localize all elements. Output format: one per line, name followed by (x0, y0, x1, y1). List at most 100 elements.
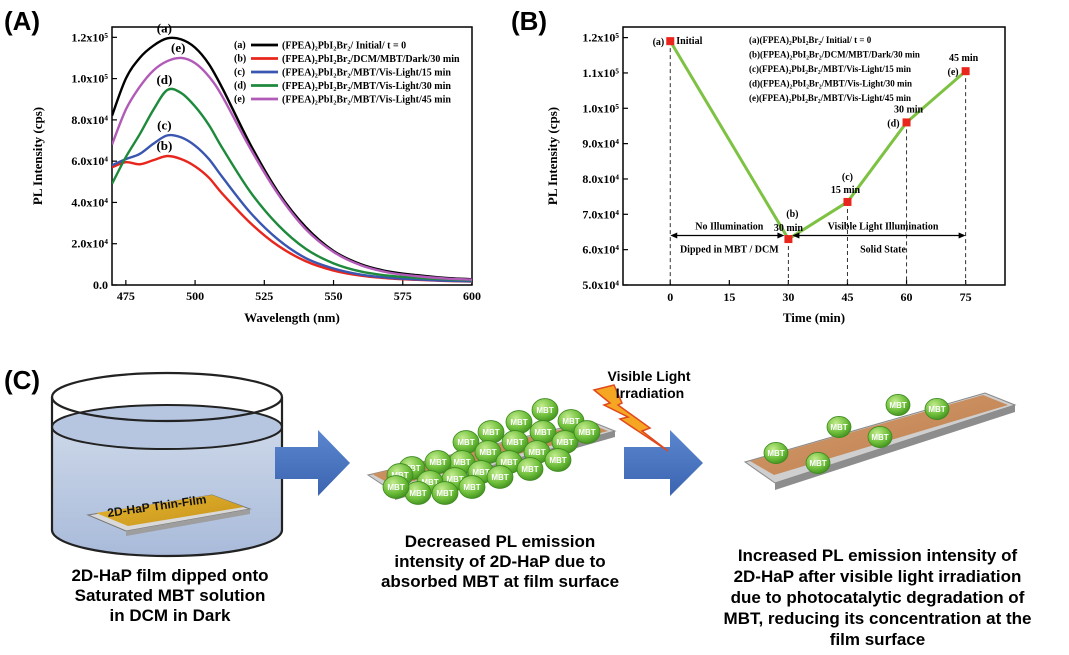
y-tick-label: 4.0x10⁴ (71, 195, 108, 209)
mbt-label: MBT (830, 423, 847, 432)
legend-tag: (d) (234, 81, 246, 92)
x-tick-label: 60 (901, 290, 913, 304)
legend-tag: (b) (234, 54, 246, 65)
curve-tag: (c) (157, 117, 171, 132)
mbt-molecule (763, 442, 789, 464)
mbt-label: MBT (491, 473, 508, 482)
legend-tag: (c) (234, 67, 245, 78)
data-point-marker (961, 67, 970, 76)
film-with-dense-mbt: MBTMBTMBTMBTMBTMBTMBTMBTMBTMBTMBTMBTMBTM… (366, 398, 617, 505)
legend-tag: (a) (234, 40, 246, 51)
arrow-head (777, 232, 785, 239)
point-label: 30 min (774, 223, 804, 234)
y-axis-title: PL Intensity (cps) (30, 107, 45, 205)
mbt-molecule (924, 398, 950, 420)
caption-step2-line1: Decreased PL emission (404, 532, 596, 551)
mbt-label: MBT (536, 406, 553, 415)
mbt-label: MBT (549, 456, 566, 465)
x-tick-label: 500 (186, 289, 204, 303)
x-tick-label: 600 (463, 289, 481, 303)
mbt-label: MBT (889, 401, 906, 410)
arrow-head (670, 232, 678, 239)
mbt-label: MBT (506, 438, 523, 447)
mbt-molecule (805, 452, 831, 474)
x-tick-label: 30 (782, 290, 794, 304)
x-tick-label: 45 (841, 290, 853, 304)
legend-entry: (c)(FPEA)₂PbI₂Br₂/MBT/Vis-Light/15 min (749, 64, 911, 74)
mbt-label: MBT (463, 483, 480, 492)
solid-state-label: Solid State (860, 245, 906, 256)
lightning-icon (592, 384, 669, 452)
caption-step3: Increased PL emission intensity of 2D-Ha… (690, 545, 1065, 650)
legend-entry: (FPEA)₂PbI₂Br₂/MBT/Vis-Light/30 min (282, 81, 451, 92)
mbt-label: MBT (457, 438, 474, 447)
mbt-molecule (486, 465, 514, 489)
x-axis-title: Wavelength (nm) (244, 310, 340, 325)
y-tick-label: 1.0x10⁵ (71, 72, 108, 86)
mbt-label: MBT (429, 458, 446, 467)
x-tick-label: 475 (117, 289, 135, 303)
caption-step3-line1: Increased PL emission intensity of (737, 546, 1018, 565)
mbt-molecule (516, 457, 544, 481)
arrow-head (792, 232, 800, 239)
mbt-molecule (544, 448, 572, 472)
y-tick-label: 8.0x10⁴ (71, 113, 108, 127)
curve-tag: (e) (171, 40, 185, 55)
legend-entry: (FPEA)₂PbI₂Br₂/MBT/Vis-Light/15 min (282, 68, 451, 79)
x-tick-label: 550 (325, 289, 343, 303)
caption-step2-line2: intensity of 2D-HaP due to (394, 552, 606, 571)
caption-step2: Decreased PL emission intensity of 2D-Ha… (355, 532, 645, 592)
arrow-head (958, 232, 966, 239)
x-tick-label: 525 (255, 289, 273, 303)
mbt-label: MBT (556, 438, 573, 447)
no-illumination-label: No Illumination (695, 222, 764, 233)
mbt-label: MBT (521, 465, 538, 474)
mbt-label: MBT (528, 448, 545, 457)
mbt-label: MBT (534, 428, 551, 437)
y-tick-label: 1.2x10⁵ (582, 31, 619, 45)
mbt-label: MBT (421, 478, 438, 487)
mbt-label: MBT (453, 458, 470, 467)
legend-entry: (a)(FPEA)₂PbI₂Br₂/ Initial/ t = 0 (749, 35, 872, 45)
y-tick-label: 6.0x10⁴ (582, 243, 619, 257)
panel-label-a: (A) (4, 6, 41, 36)
y-tick-label: 1.2x10⁵ (71, 30, 108, 44)
caption-step3-line4: MBT, reducing its concentration at the (723, 609, 1032, 628)
irradiation-label-line1: Visible Light (608, 368, 691, 384)
y-axis-title: PL Intensity (cps) (545, 107, 560, 205)
process-arrow-2 (624, 430, 703, 496)
point-label: 45 min (949, 53, 979, 64)
x-tick-label: 575 (394, 289, 412, 303)
curve-tag: (b) (156, 138, 172, 153)
mbt-label: MBT (403, 464, 420, 473)
beaker: 2D-HaP Thin-Film (50, 371, 284, 558)
mbt-molecule (573, 420, 601, 444)
mbt-molecule (885, 394, 911, 416)
caption-step1: 2D-HaP film dipped onto Saturated MBT so… (30, 566, 310, 626)
legend-entry: (e)(FPEA)₂PbI₂Br₂/MBT/Vis-Light/45 min (749, 93, 911, 103)
point-tag: (b) (786, 209, 798, 220)
irradiation-label-line2: Irradiation (616, 385, 684, 401)
y-tick-label: 9.0x10⁴ (582, 137, 619, 151)
curve-tag: (d) (156, 72, 172, 87)
mbt-molecule (867, 426, 893, 448)
schematic-c: 2D-HaP Thin-Film Visible Light Irradiati… (50, 368, 1017, 558)
dipped-label: Dipped in MBT / DCM (680, 245, 779, 256)
y-tick-label: 1.1x10⁵ (582, 66, 619, 80)
mbt-label: MBT (928, 405, 945, 414)
data-point-marker (902, 118, 911, 127)
data-point-marker (666, 37, 675, 46)
legend-entry: (FPEA)₂PbI₂Br₂/ Initial/ t = 0 (282, 41, 406, 52)
mbt-label: MBT (767, 449, 784, 458)
series-line-c (112, 133, 472, 283)
caption-step2-line3: absorbed MBT at film surface (380, 572, 620, 591)
mbt-label: MBT (482, 428, 499, 437)
chart-a-pl-spectra: 475 500 525 550 575 600 0.0 2.0x10⁴ 4.0x10⁴ 6.0x1… (30, 20, 481, 325)
point-tag: (c) (842, 172, 853, 183)
series-line-d (112, 87, 472, 282)
point-label: 30 min (894, 104, 924, 115)
process-arrow-1 (275, 430, 350, 496)
mbt-label: MBT (871, 433, 888, 442)
mbt-label: MBT (409, 489, 426, 498)
mbt-molecule (826, 416, 852, 438)
